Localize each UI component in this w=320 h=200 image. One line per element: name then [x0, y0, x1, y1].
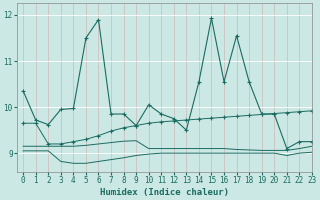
- X-axis label: Humidex (Indice chaleur): Humidex (Indice chaleur): [100, 188, 229, 197]
